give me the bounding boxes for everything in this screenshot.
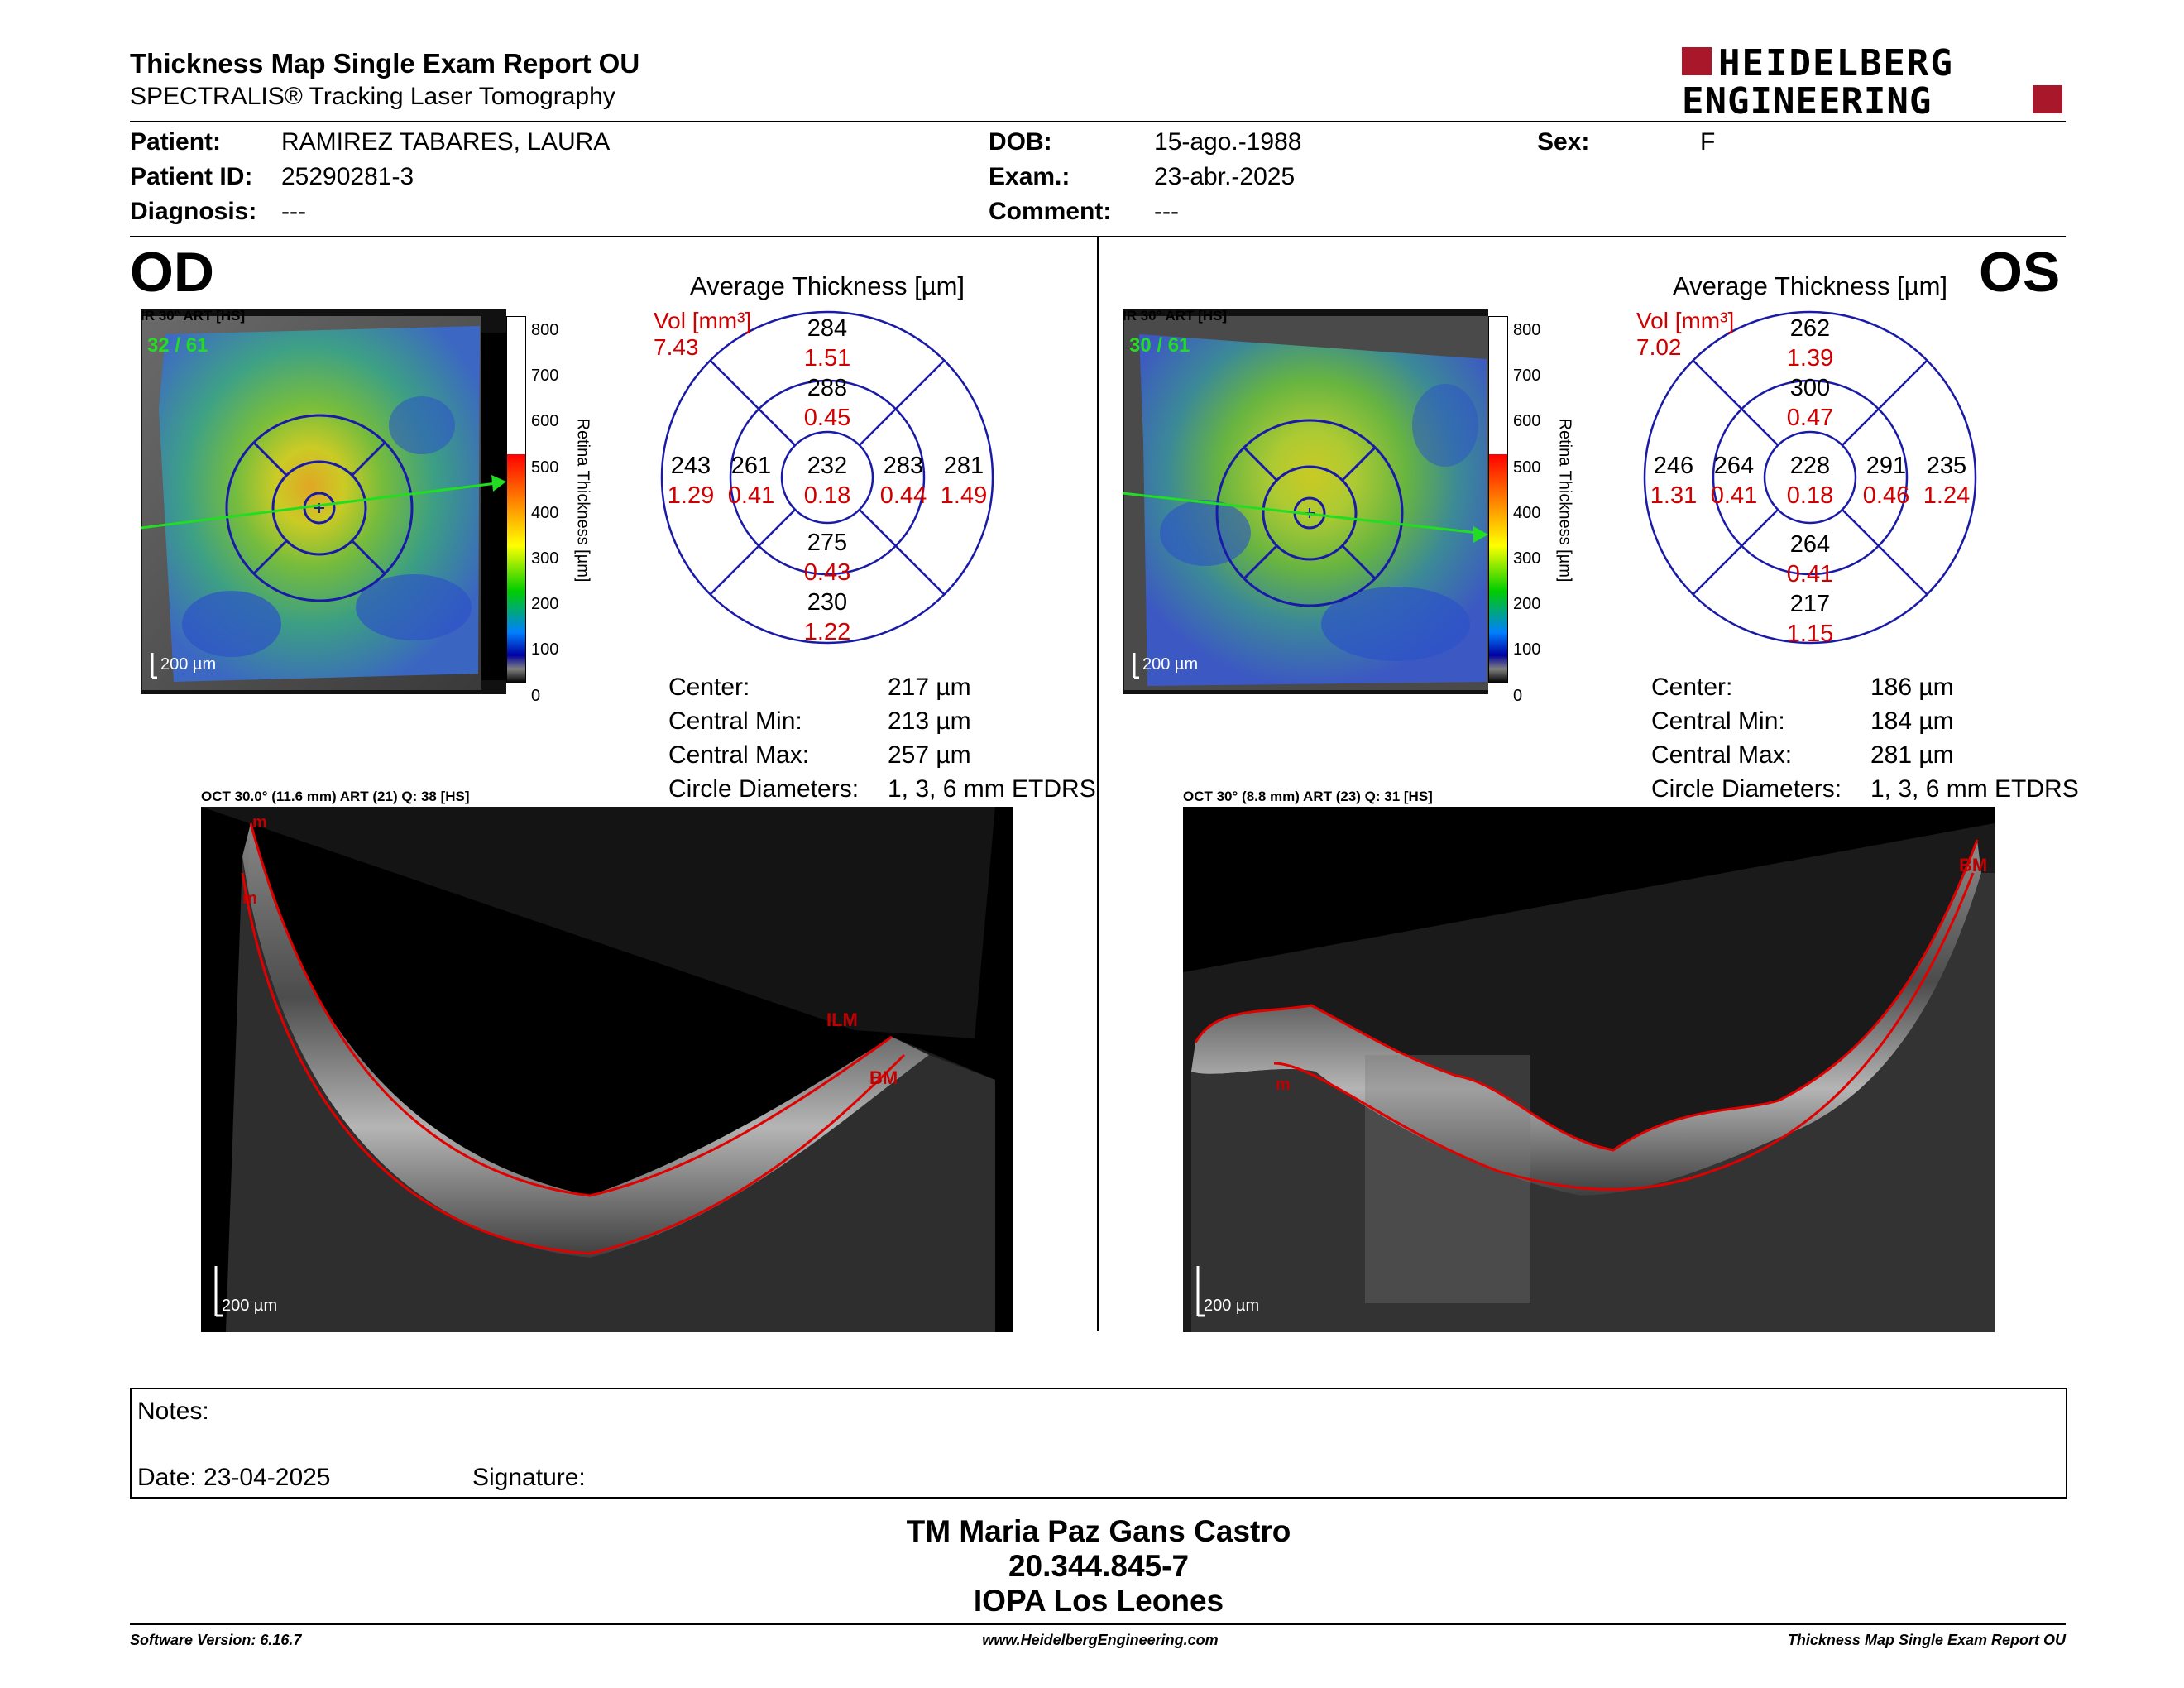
os-sector-center: 228 0.18 xyxy=(1786,453,1834,509)
brand-line1: HEIDELBERG xyxy=(1718,46,1954,84)
od-etdrs-grid xyxy=(660,310,994,645)
os-sector-inner-left: 264 0.41 xyxy=(1710,453,1758,509)
os-sector-inner-top: 300 0.47 xyxy=(1786,375,1834,431)
signatory-name: TM Maria Paz Gans Castro xyxy=(906,1514,1291,1548)
od-sector-outer-top: 284 1.51 xyxy=(803,315,851,372)
sex-value: F xyxy=(1700,128,1716,156)
comment-label: Comment: xyxy=(989,198,1112,225)
patient-name: RAMIREZ TABARES, LAURA xyxy=(281,128,611,156)
os-sector-outer-top: 262 1.39 xyxy=(1786,315,1834,372)
od-colorbar-ticks: 800 700 600 500 400 300 200 100 0 xyxy=(531,321,559,705)
signatory-rut: 20.344.845-7 xyxy=(1008,1549,1190,1583)
od-ir-label: IR 30° ART [HS] xyxy=(141,308,246,324)
os-oct-scale: 200 µm xyxy=(1204,1297,1260,1315)
os-colorbar-title: Retina Thickness [µm] xyxy=(1555,418,1574,583)
os-thickness-map-image[interactable] xyxy=(1122,309,1488,694)
os-ir-label: IR 30° ART [HS] xyxy=(1123,308,1228,324)
os-sector-outer-left: 246 1.31 xyxy=(1650,453,1698,509)
os-colorbar xyxy=(1488,316,1508,683)
comment-value: --- xyxy=(1154,198,1179,225)
od-sector-inner-right: 283 0.44 xyxy=(879,453,927,509)
od-oct-bscan[interactable]: m m ILM BM 200 µm xyxy=(201,807,1013,1332)
od-ir-counter: 32 / 61 xyxy=(147,334,208,357)
os-avg-title: Average Thickness [µm] xyxy=(1672,271,1948,300)
od-oct-scale: 200 µm xyxy=(222,1297,278,1315)
od-layer-m-top: m xyxy=(252,813,267,832)
brand-line2: ENGINEERING xyxy=(1682,80,1932,120)
diagnosis-label: Diagnosis: xyxy=(130,198,257,225)
dob-value: 15-ago.-1988 xyxy=(1154,128,1302,156)
os-etdrs-grid xyxy=(1643,310,1977,645)
diagnosis-value: --- xyxy=(281,198,306,225)
os-sector-outer-bottom: 217 1.15 xyxy=(1786,591,1834,647)
od-eye-label: OD xyxy=(130,241,214,304)
od-avg-title: Average Thickness [µm] xyxy=(689,271,965,300)
os-layer-m: m xyxy=(1276,1076,1291,1094)
od-colorbar xyxy=(506,316,526,683)
notes-label: Notes: xyxy=(137,1398,209,1425)
report-title: Thickness Map Single Exam Report OU xyxy=(130,48,640,79)
footer-software: Software Version: 6.16.7 xyxy=(130,1632,302,1648)
os-sector-outer-right: 235 1.24 xyxy=(1923,453,1971,509)
od-colorbar-title: Retina Thickness [µm] xyxy=(573,418,592,583)
od-layer-ilm: ILM xyxy=(826,1009,858,1030)
od-thickness-map-image[interactable] xyxy=(140,309,506,694)
footer-report-name: Thickness Map Single Exam Report OU xyxy=(1787,1632,2066,1648)
os-sector-inner-bottom: 264 0.41 xyxy=(1786,531,1834,587)
dob-label: DOB: xyxy=(989,128,1052,156)
od-ir-scale: 200 µm xyxy=(160,655,217,674)
os-oct-bscan[interactable]: m BM 200 µm xyxy=(1183,807,1995,1332)
os-ir-counter: 30 / 61 xyxy=(1129,334,1190,357)
os-vol-label: Vol [mm³] 7.02 xyxy=(1636,308,1735,360)
exam-value: 23-abr.-2025 xyxy=(1154,163,1296,190)
od-vol-label: Vol [mm³] 7.43 xyxy=(654,308,752,360)
od-layer-bm: BM xyxy=(869,1067,898,1088)
signature-label: Signature: xyxy=(472,1464,586,1491)
os-ir-scale: 200 µm xyxy=(1142,655,1199,674)
sex-label: Sex: xyxy=(1537,128,1590,156)
os-eye-label: OS xyxy=(1979,241,2061,304)
od-sector-inner-bottom: 275 0.43 xyxy=(803,530,851,586)
patient-id-label: Patient ID: xyxy=(130,163,253,190)
patient-id: 25290281-3 xyxy=(281,163,414,190)
os-layer-bm: BM xyxy=(1959,855,1988,875)
od-sector-inner-left: 261 0.41 xyxy=(727,453,775,509)
notes-box[interactable]: Notes: Date: 23-04-2025 Signature: xyxy=(130,1388,2067,1499)
os-measure-labels: Center: Central Min: Central Max: Circle Di… xyxy=(1651,674,1842,803)
od-sector-inner-top: 288 0.45 xyxy=(803,375,851,431)
od-sector-outer-bottom: 230 1.22 xyxy=(803,589,851,645)
date-label: Date: 23-04-2025 xyxy=(137,1464,331,1491)
os-measure-values: 186 µm 184 µm 281 µm 1, 3, 6 mm ETDRS xyxy=(1870,674,2079,803)
os-sector-inner-right: 291 0.46 xyxy=(1862,453,1910,509)
report-subtitle: SPECTRALIS® Tracking Laser Tomography xyxy=(130,83,615,110)
footer-website[interactable]: www.HeidelbergEngineering.com xyxy=(982,1632,1219,1648)
heidelberg-logo: HEIDELBERG ENGINEERING xyxy=(1682,42,2062,122)
os-colorbar-ticks: 800 700 600 500 400 300 200 100 0 xyxy=(1513,321,1541,705)
od-oct-label: OCT 30.0° (11.6 mm) ART (21) Q: 38 [HS] xyxy=(201,789,470,804)
od-sector-center: 232 0.18 xyxy=(803,453,851,509)
signatory-org: IOPA Los Leones xyxy=(973,1584,1224,1618)
exam-label: Exam.: xyxy=(989,163,1070,190)
patient-label: Patient: xyxy=(130,128,222,156)
od-layer-m: m xyxy=(242,890,257,908)
os-oct-label: OCT 30° (8.8 mm) ART (23) Q: 31 [HS] xyxy=(1183,789,1433,804)
od-measure-labels: Center: Central Min: Central Max: Circle Di… xyxy=(668,674,860,803)
od-sector-outer-left: 243 1.29 xyxy=(667,453,715,509)
od-measure-values: 217 µm 213 µm 257 µm 1, 3, 6 mm ETDRS xyxy=(888,674,1096,803)
od-sector-outer-right: 281 1.49 xyxy=(940,453,988,509)
